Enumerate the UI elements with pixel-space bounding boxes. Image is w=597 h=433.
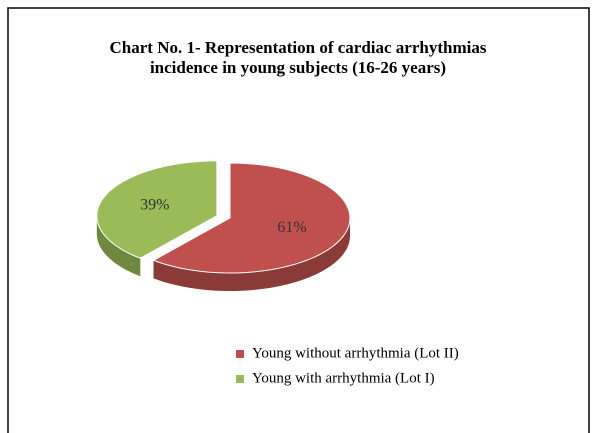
- chart-title: Chart No. 1- Representation of cardiac a…: [109, 38, 487, 77]
- legend-swatch: [236, 350, 244, 358]
- pie-slice: [96, 160, 218, 259]
- data-label: 39%: [140, 196, 169, 213]
- slice-side: [96, 215, 141, 277]
- slice-side: [153, 218, 350, 291]
- pie-slice: [152, 162, 351, 274]
- legend-swatch: [236, 375, 244, 383]
- legend-label: Young with arrhythmia (Lot I): [252, 370, 435, 386]
- legend-label: Young without arrhythmia (Lot II): [252, 345, 459, 361]
- chart-frame: [7, 7, 590, 433]
- data-label: 61%: [277, 219, 306, 236]
